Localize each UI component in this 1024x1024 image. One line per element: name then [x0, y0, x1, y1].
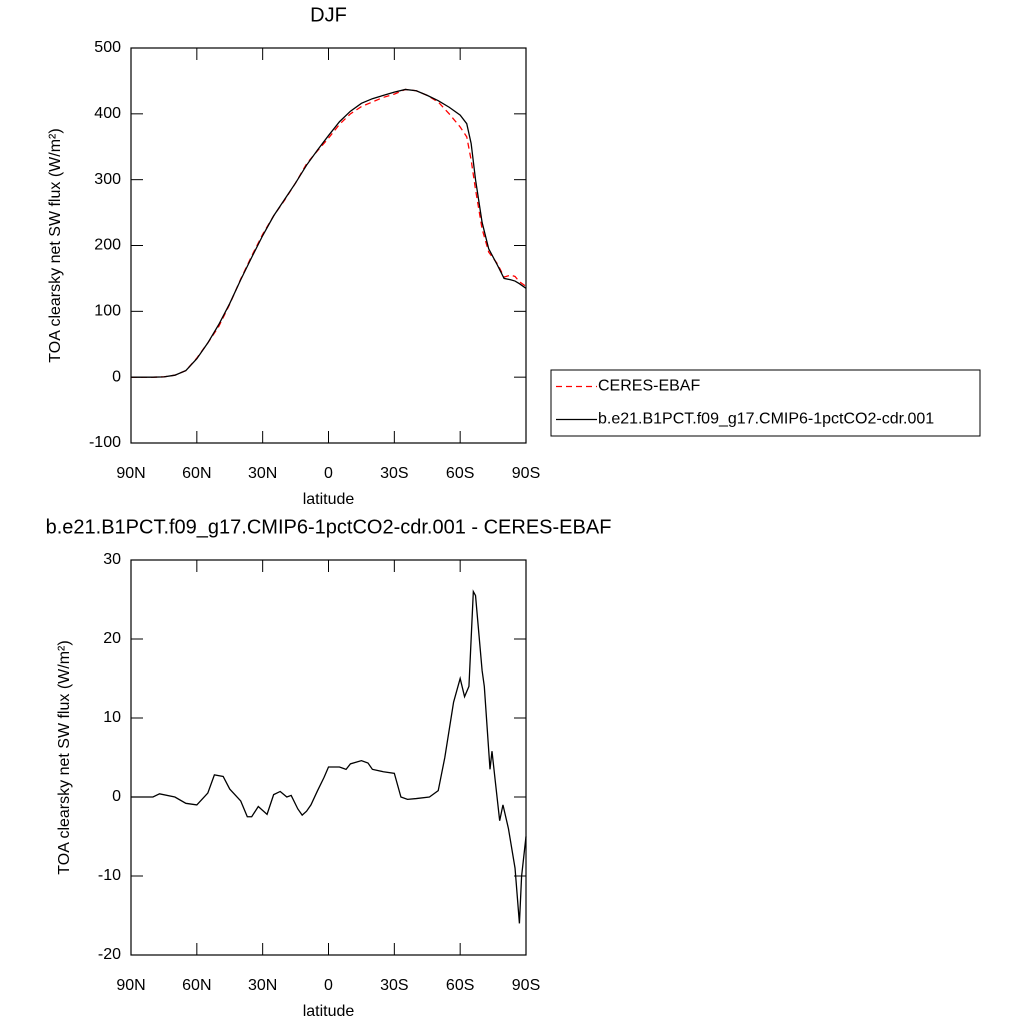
y-axis-label: TOA clearsky net SW flux (W/m²) — [47, 128, 64, 362]
y-tick-label: -10 — [98, 867, 121, 884]
plot-frame — [130, 559, 527, 956]
y-tick-label: 200 — [94, 237, 121, 254]
x-tick-label: 30S — [380, 465, 408, 482]
x-tick-label: 0 — [324, 977, 333, 994]
y-tick-label: -20 — [98, 946, 121, 963]
y-tick-label: 100 — [94, 303, 121, 320]
x-tick-label: 90N — [116, 465, 145, 482]
x-tick-label: 90S — [512, 465, 540, 482]
chart-title: DJF — [310, 4, 347, 26]
y-tick-label: 10 — [103, 709, 121, 726]
y-tick-label: 300 — [94, 171, 121, 188]
legend-box — [550, 369, 981, 437]
y-tick-label: 500 — [94, 39, 121, 56]
x-tick-label: 90N — [116, 977, 145, 994]
x-tick-label: 90S — [512, 977, 540, 994]
chart-title: b.e21.B1PCT.f09_g17.CMIP6-1pctCO2-cdr.00… — [46, 516, 612, 538]
x-tick-label: 30N — [248, 977, 277, 994]
x-tick-label: 60N — [182, 977, 211, 994]
y-tick-label: 30 — [103, 551, 121, 568]
x-tick-label: 0 — [324, 465, 333, 482]
data-line — [131, 589, 527, 924]
y-tick-label: 0 — [112, 368, 121, 385]
x-axis-label: latitude — [303, 1003, 355, 1020]
y-tick-label: 0 — [112, 788, 121, 805]
plot-frame — [130, 47, 527, 444]
y-axis-label: TOA clearsky net SW flux (W/m²) — [56, 640, 73, 874]
y-tick-label: 400 — [94, 105, 121, 122]
x-axis-label: latitude — [303, 491, 355, 508]
legend-label: b.e21.B1PCT.f09_g17.CMIP6-1pctCO2-cdr.00… — [598, 411, 934, 428]
x-tick-label: 60N — [182, 465, 211, 482]
data-line — [131, 88, 527, 378]
x-tick-label: 60S — [446, 465, 474, 482]
x-tick-label: 60S — [446, 977, 474, 994]
x-tick-label: 30N — [248, 465, 277, 482]
x-tick-label: 30S — [380, 977, 408, 994]
y-tick-label: -100 — [89, 434, 121, 451]
legend-label: CERES-EBAF — [598, 378, 700, 395]
y-tick-label: 20 — [103, 630, 121, 647]
data-line — [131, 88, 527, 378]
